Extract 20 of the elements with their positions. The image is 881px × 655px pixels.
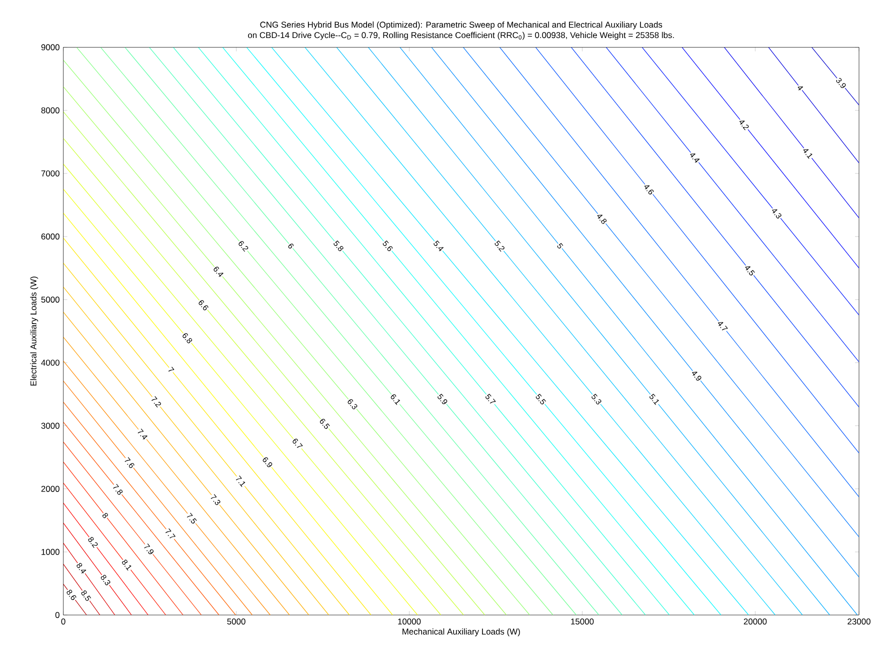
x-tick-label: 5000: [227, 618, 246, 625]
y-tick-label: 7000: [41, 170, 60, 176]
y-tick-label: 2000: [41, 486, 60, 492]
y-tick-label: 6000: [41, 234, 60, 240]
y-axis-title: Electrical Auxiliary Loads (W): [30, 276, 38, 386]
x-tick-label: 23000: [848, 618, 870, 625]
x-tick-label: 15000: [571, 618, 594, 625]
chart-subtitle: on CBD-14 Drive Cycle--C$_{D}$ = 0.79, Rolling Resistance Coefficient (RRC$_{0}$) = 0.00938, Vehicle Weight = 25358 lbs.: [248, 32, 674, 40]
x-tick-label: 20000: [744, 618, 767, 625]
y-tick-label: 1000: [42, 548, 60, 555]
x-tick-label: 0: [61, 618, 66, 625]
x-axis-title: Mechanical Auxiliary Loads (W): [402, 628, 520, 636]
y-tick-label: 5000: [41, 296, 60, 303]
x-tick-label: 10000: [398, 618, 421, 625]
chart-title: CNG Series Hybrid Bus Model (Optimized): Parametric Sweep of Mechanical and Electrical Auxiliary Loads: [260, 21, 662, 30]
y-tick-label: 8000: [41, 107, 60, 114]
y-tick-label: 4000: [41, 360, 60, 366]
y-tick-label: 9000: [41, 44, 60, 50]
y-tick-label: 3000: [41, 422, 60, 429]
y-tick-label: 0: [55, 612, 60, 618]
